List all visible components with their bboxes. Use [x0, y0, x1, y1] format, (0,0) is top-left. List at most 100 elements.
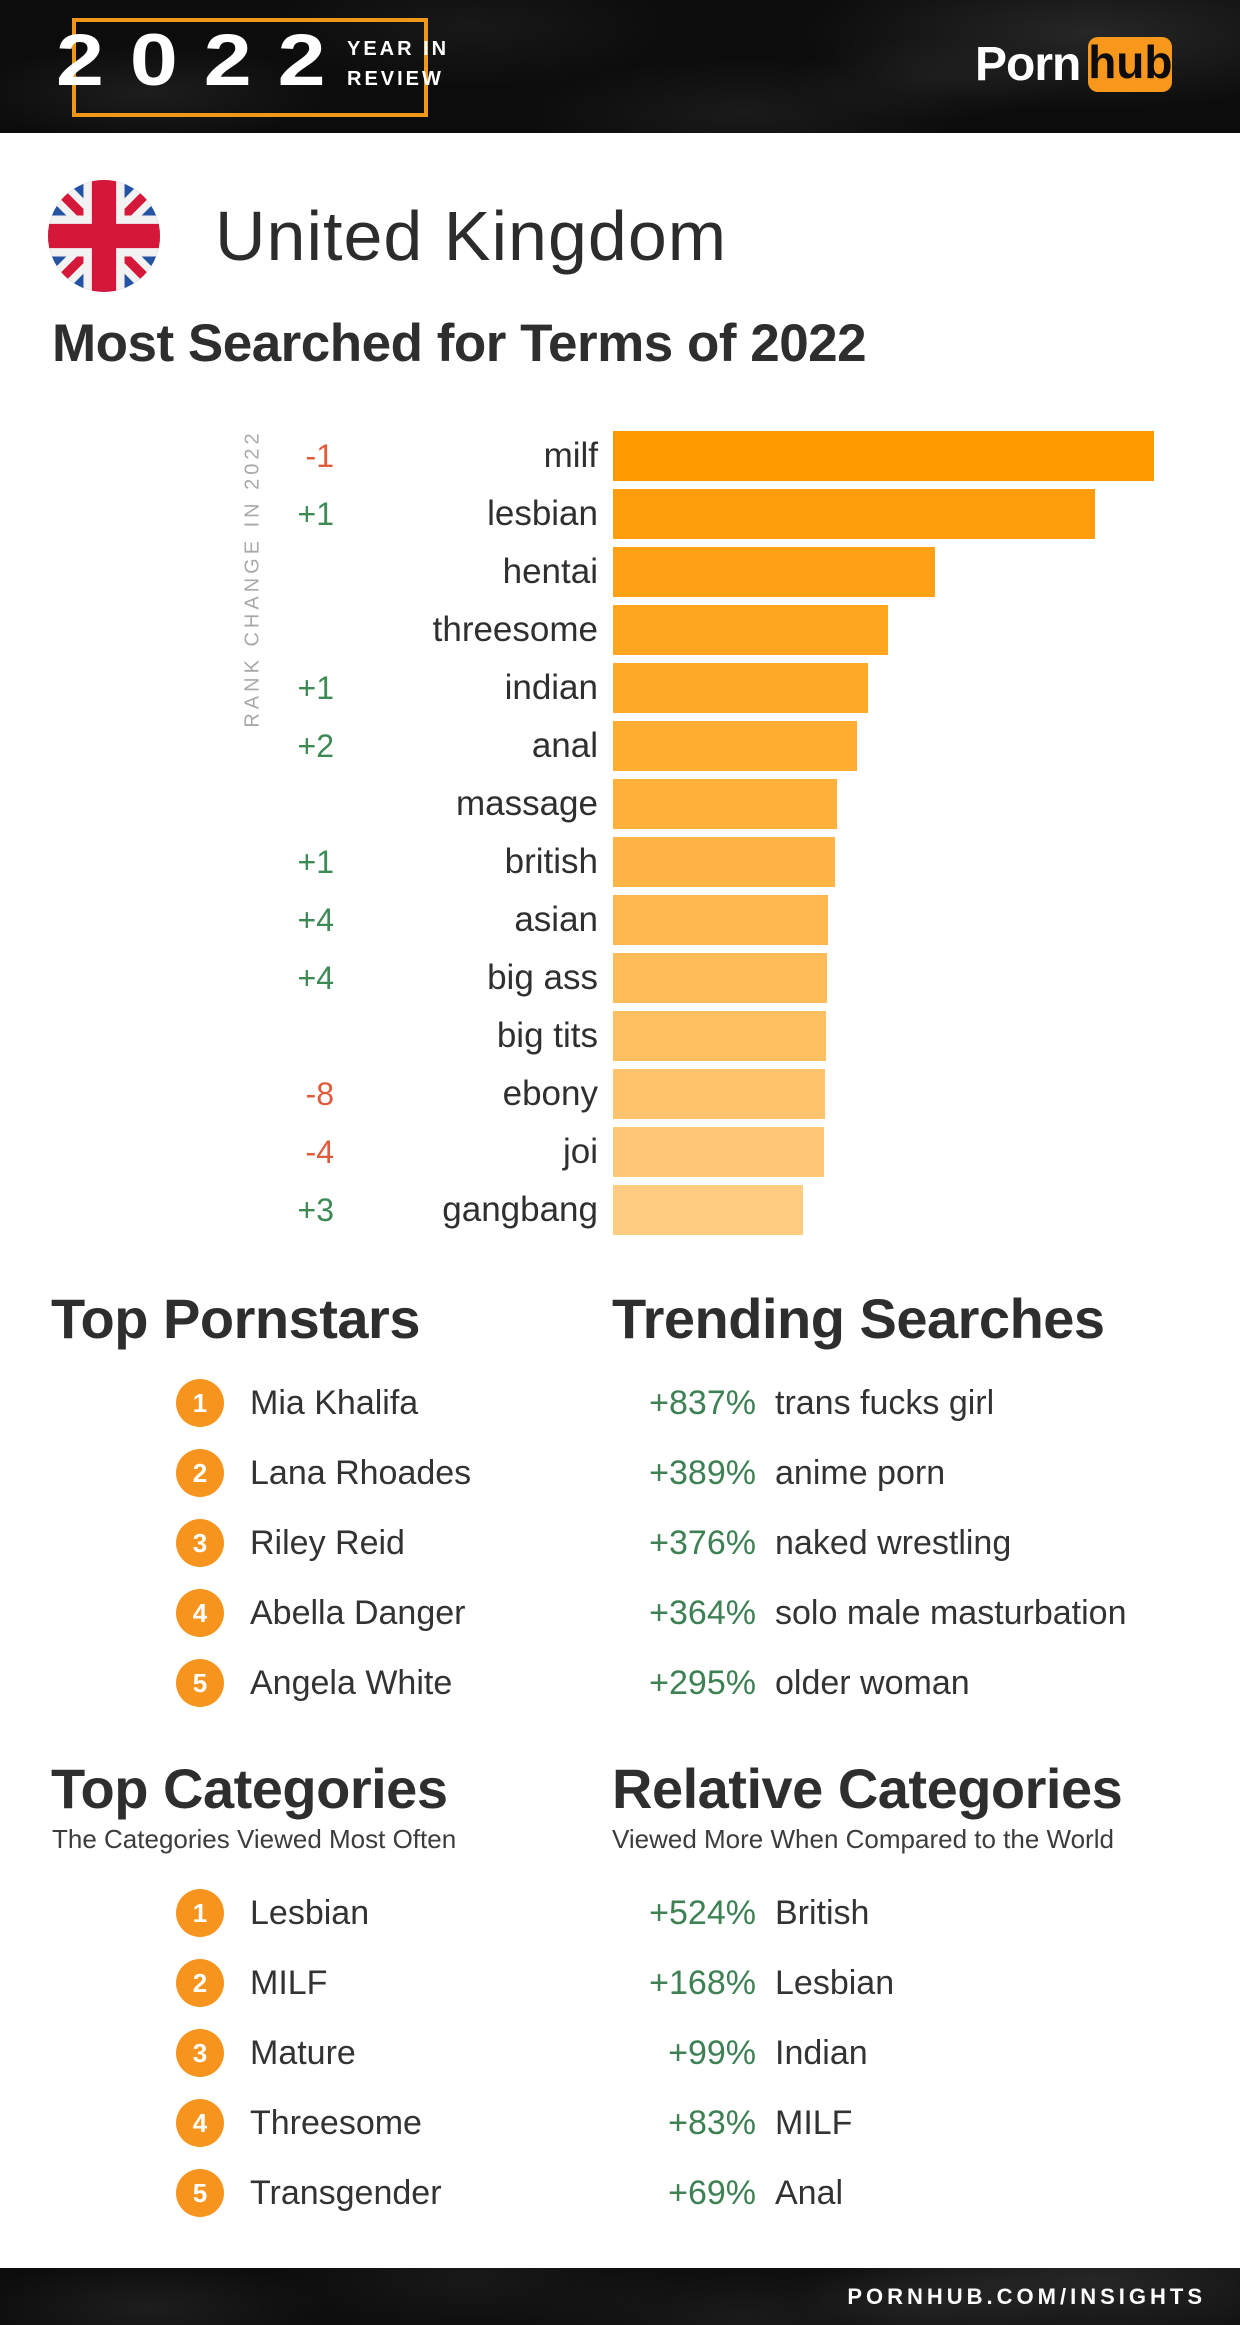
percent-change-value: +837%: [649, 1384, 756, 1422]
country-title: United Kingdom: [215, 197, 728, 275]
rank-change-value: -4: [305, 1134, 334, 1170]
percent-item-name: solo male masturbation: [775, 1594, 1127, 1632]
search-term-bar: [613, 1127, 824, 1177]
search-term-bar: [613, 431, 1154, 481]
search-term-label: joi: [562, 1132, 598, 1171]
search-term-label: ebony: [502, 1074, 598, 1113]
chart-row: threesome: [0, 605, 1240, 655]
ranked-item-name: Threesome: [250, 2104, 422, 2142]
chart-row: hentai: [0, 547, 1240, 597]
rank-number-badge: 2: [176, 1449, 224, 1497]
ranked-list-item: 3 Riley Reid: [0, 1508, 1240, 1578]
percent-change-value: +376%: [649, 1524, 756, 1562]
search-term-label: milf: [543, 436, 598, 475]
ranked-item-name: Riley Reid: [250, 1524, 405, 1562]
ranked-item-name: Mia Khalifa: [250, 1384, 419, 1422]
rank-change-value: +1: [297, 670, 334, 706]
percent-change-value: +389%: [649, 1454, 756, 1492]
percent-change-value: +83%: [668, 2104, 756, 2142]
percent-change-value: +99%: [668, 2034, 756, 2072]
ranked-item-name: MILF: [250, 1964, 328, 2002]
rank-number-badge: 1: [176, 1889, 224, 1937]
search-term-bar: [613, 721, 857, 771]
rank-change-value: +1: [297, 844, 334, 880]
top-pornstars-list: 1 Mia Khalifa 2 Lana Rhoades 3 Riley Reid 4 Abe…: [0, 1368, 1240, 1728]
search-term-label: anal: [531, 726, 598, 765]
chart-row: -8 ebony: [0, 1069, 1240, 1119]
search-term-bar: [613, 779, 837, 829]
percent-item-name: Anal: [775, 2174, 844, 2212]
search-term-bar: [613, 953, 827, 1003]
ranked-list-item: 2 MILF: [0, 1948, 1240, 2018]
percent-list-item: +99% Indian: [0, 2018, 1240, 2088]
search-term-label: asian: [514, 900, 598, 939]
year-badge-tagline-1: YEAR IN: [347, 38, 450, 60]
rank-number-badge: 1: [176, 1379, 224, 1427]
pornhub-logo: Porn hub: [975, 33, 1173, 95]
ranked-list-item: 4 Abella Danger: [0, 1578, 1240, 1648]
percent-change-value: +524%: [649, 1894, 756, 1932]
search-term-label: hentai: [502, 552, 598, 591]
year-badge-tagline-2: REVIEW: [347, 68, 444, 90]
trending-searches-title: Trending Searches: [612, 1287, 1105, 1350]
ranked-item-name: Mature: [250, 2034, 356, 2072]
search-term-bar: [613, 605, 888, 655]
chart-row: massage: [0, 779, 1240, 829]
rank-number-badge: 2: [176, 1959, 224, 2007]
search-term-label: big tits: [496, 1016, 598, 1055]
rank-number-badge: 3: [176, 1519, 224, 1567]
chart-row: +2 anal: [0, 721, 1240, 771]
percent-item-name: Indian: [775, 2034, 868, 2072]
search-term-label: massage: [455, 784, 598, 823]
footer-bar: PORNHUB.COM/INSIGHTS: [0, 2268, 1240, 2325]
ranked-list-item: 5 Angela White: [0, 1648, 1240, 1718]
search-term-label: gangbang: [442, 1190, 598, 1229]
percent-change-value: +69%: [668, 2174, 756, 2212]
percent-list-item: +524% British: [0, 1878, 1240, 1948]
year-badge-frame: [72, 18, 428, 117]
relative-categories-list: +524% British +168% Lesbian +99% Indian +83% MI…: [0, 1878, 1240, 2238]
search-term-label: big ass: [487, 958, 598, 997]
ranked-item-name: Lesbian: [250, 1894, 370, 1932]
rank-number-badge: 4: [176, 1589, 224, 1637]
search-term-label: indian: [504, 668, 598, 707]
search-term-bar: [613, 663, 868, 713]
top-categories-subtitle: The Categories Viewed Most Often: [52, 1824, 457, 1854]
ranked-list-item: 1 Lesbian: [0, 1878, 1240, 1948]
pornhub-logo-porn: Porn: [975, 37, 1081, 91]
search-term-bar: [613, 1011, 826, 1061]
chart-row: +1 british: [0, 837, 1240, 887]
percent-item-name: older woman: [775, 1664, 970, 1702]
uk-flag-icon: [48, 180, 160, 292]
ranked-list-item: 3 Mature: [0, 2018, 1240, 2088]
percent-list-item: +364% solo male masturbation: [0, 1578, 1240, 1648]
chart-row: +4 big ass: [0, 953, 1240, 1003]
search-term-bar: [613, 1185, 803, 1235]
percent-item-name: MILF: [775, 2104, 853, 2142]
ranked-item-name: Lana Rhoades: [250, 1454, 472, 1492]
most-searched-title: Most Searched for Terms of 2022: [52, 314, 867, 373]
percent-list-item: +389% anime porn: [0, 1438, 1240, 1508]
percent-list-item: +83% MILF: [0, 2088, 1240, 2158]
ranked-item-name: Transgender: [250, 2174, 442, 2212]
percent-change-value: +295%: [649, 1664, 756, 1702]
search-term-bar: [613, 895, 828, 945]
header-bar: 2022 YEAR IN REVIEW Porn hub: [0, 0, 1240, 133]
rank-number-badge: 4: [176, 2099, 224, 2147]
chart-row: big tits: [0, 1011, 1240, 1061]
top-categories-list: 1 Lesbian 2 MILF 3 Mature 4 Threesome 5 Transgend…: [0, 1878, 1240, 2238]
percent-list-item: +295% older woman: [0, 1648, 1240, 1718]
percent-item-name: Lesbian: [775, 1964, 895, 2002]
search-term-bar: [613, 837, 835, 887]
rank-change-value: -8: [305, 1076, 334, 1112]
chart-row: -4 joi: [0, 1127, 1240, 1177]
rank-change-value: +3: [297, 1192, 334, 1228]
top-categories-title: Top Categories: [51, 1757, 448, 1820]
chart-row: +4 asian: [0, 895, 1240, 945]
top-pornstars-title: Top Pornstars: [51, 1287, 420, 1350]
ranked-list-item: 2 Lana Rhoades: [0, 1438, 1240, 1508]
percent-list-item: +376% naked wrestling: [0, 1508, 1240, 1578]
percent-change-value: +168%: [649, 1964, 756, 2002]
trending-searches-list: +837% trans fucks girl +389% anime porn +376…: [0, 1368, 1240, 1728]
